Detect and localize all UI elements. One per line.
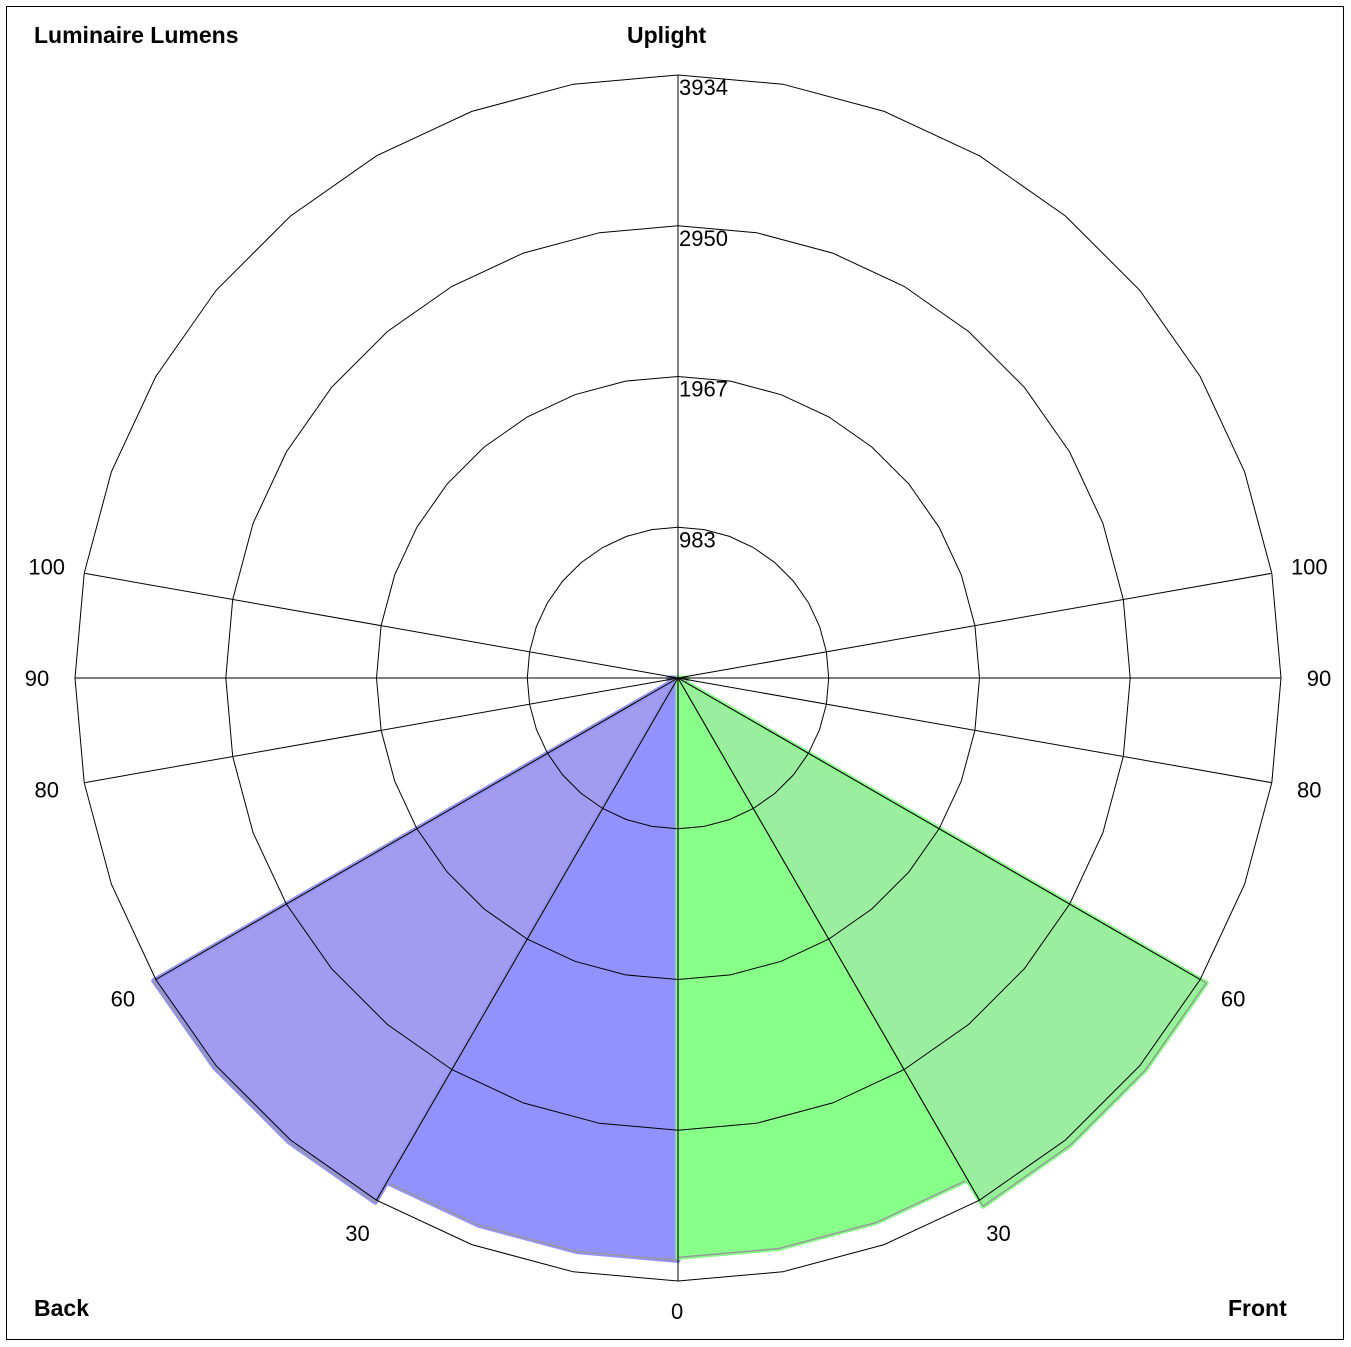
ring-label: 2950 [679,226,728,251]
angle-label: 80 [34,777,58,802]
grid-spoke [677,677,980,1201]
grid-spoke [155,677,679,980]
grid-spoke [84,572,679,679]
grid-spoke [677,677,1201,980]
angle-label: 30 [986,1221,1010,1246]
angle-label: 90 [1307,666,1331,691]
ring-label: 983 [679,527,716,552]
angle-label: 0 [671,1299,683,1324]
ring-label: 3934 [679,75,728,100]
grid-spoke [677,677,1272,784]
uplight-label: Uplight [627,22,707,48]
grid-spoke [677,572,1272,679]
angle-label: 30 [345,1221,369,1246]
back-label: Back [34,1295,89,1321]
grid-spoke [376,677,679,1201]
grid-spoke [84,677,679,784]
angle-label: 60 [1221,987,1245,1012]
angle-label: 100 [1291,555,1328,580]
front-label: Front [1228,1295,1287,1321]
ring-label: 1967 [679,377,728,402]
angle-label: 60 [111,987,135,1012]
chart-title: Luminaire Lumens [34,22,239,48]
angle-label: 100 [28,555,65,580]
angle-label: 90 [25,666,49,691]
angle-label: 80 [1297,777,1321,802]
